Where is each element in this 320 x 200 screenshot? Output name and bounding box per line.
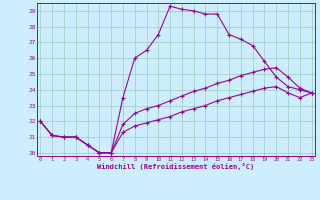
X-axis label: Windchill (Refroidissement éolien,°C): Windchill (Refroidissement éolien,°C) bbox=[97, 163, 255, 170]
